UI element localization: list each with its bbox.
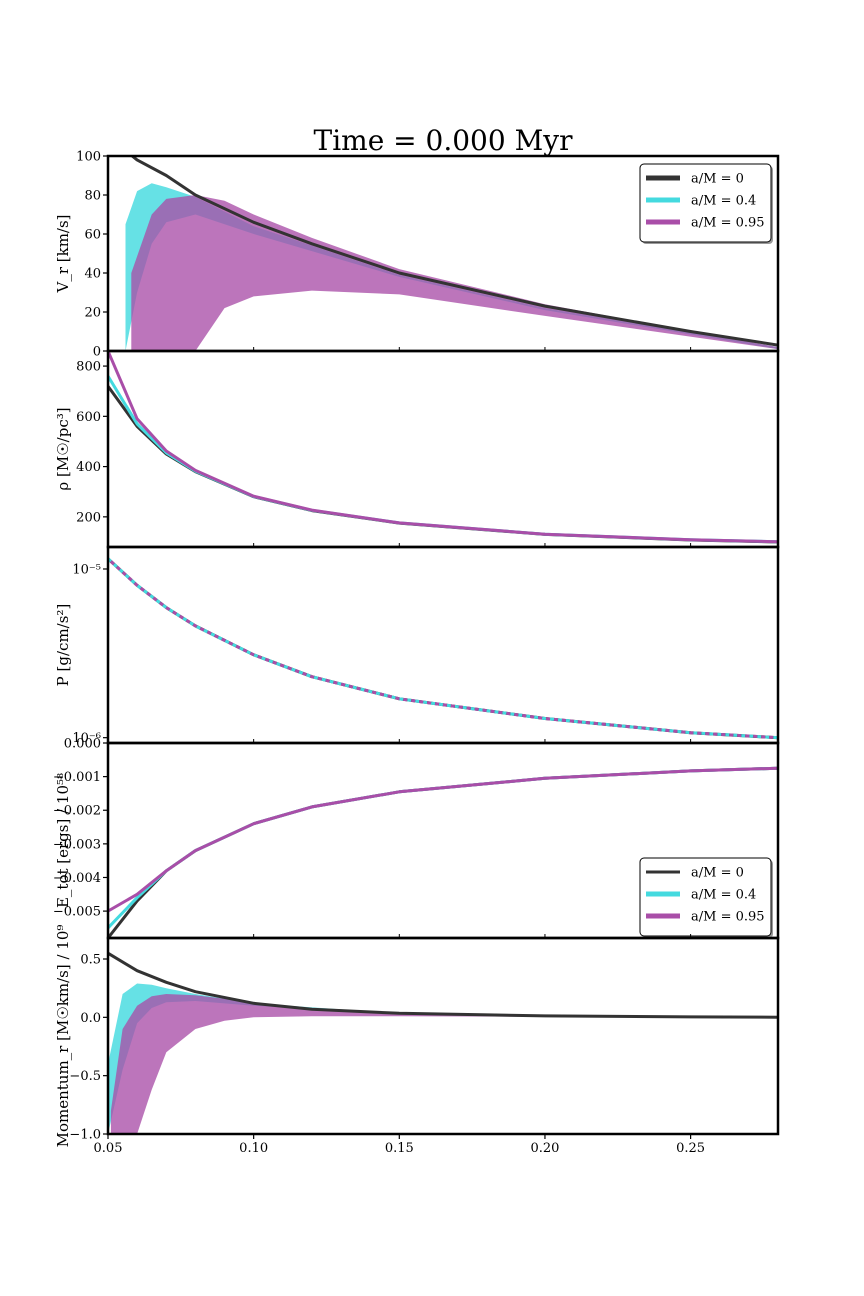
line-rho-0 <box>108 385 778 544</box>
xtick-label: 0.20 <box>530 1141 559 1156</box>
xtick-label: 0.25 <box>676 1141 705 1156</box>
y-axis-label: Momentum_r [M☉km/s] / 10⁹ <box>54 925 72 1148</box>
y-axis-label: E_tot [ergs] / 10⁵⁸ <box>54 773 72 908</box>
legend-label: a/M = 0.4 <box>691 888 756 903</box>
panel-frame <box>106 936 780 1136</box>
legend-label: a/M = 0.95 <box>691 910 765 925</box>
ytick-label: 600 <box>76 410 101 425</box>
line-momentum-0 <box>108 951 778 1019</box>
legend: a/M = 0 a/M = 0.4 a/M = 0.95 <box>639 163 773 244</box>
line-pressure-2 <box>108 557 778 740</box>
y-axis-label: ρ [M☉/pc³] <box>54 407 72 490</box>
band-momentum-2 <box>110 994 778 1134</box>
line-rho-1 <box>108 375 778 544</box>
ytick-label: 200 <box>76 510 101 525</box>
panel-frame <box>106 545 780 745</box>
line-vr-0 <box>129 156 778 347</box>
ytick-label: 0.0 <box>80 1011 101 1026</box>
panel-pressure: 10⁻⁵ 10⁻⁶ P [g/cm/s²] <box>54 545 780 746</box>
ytick-label: −0.5 <box>69 1069 101 1084</box>
ytick-label: −0.003 <box>53 837 101 852</box>
legend-label: a/M = 0.95 <box>691 216 765 231</box>
ytick-label: −0.005 <box>53 905 101 920</box>
y-axis-label: V_r [km/s] <box>54 214 72 293</box>
ytick-label: −0.004 <box>53 871 101 886</box>
ytick-label: 400 <box>76 460 101 475</box>
ytick-label: 0.5 <box>80 953 101 968</box>
ytick-label: −1.0 <box>69 1128 101 1143</box>
line-pressure-1 <box>108 557 778 740</box>
ytick-label: −0.001 <box>53 770 101 785</box>
panel-etot: 0.000 −0.001 −0.002 −0.003 −0.004 −0.005E_tot… <box>53 737 780 940</box>
ytick-label: 80 <box>84 189 101 204</box>
ytick-label: 100 <box>76 150 101 165</box>
xtick-label: 0.10 <box>239 1141 268 1156</box>
ytick-label: 10⁻⁵ <box>72 562 101 577</box>
plot-area <box>125 156 778 351</box>
legend-label: a/M = 0.4 <box>691 194 756 209</box>
line-rho-2 <box>108 351 778 544</box>
ytick-label: 10⁻⁶ <box>72 731 101 746</box>
band-vr-2 <box>131 195 778 351</box>
xtick-label: 0.15 <box>385 1141 414 1156</box>
panel-frame <box>106 349 780 549</box>
legend-label: a/M = 0 <box>691 866 744 881</box>
plot-area <box>108 951 778 1134</box>
plot-area <box>108 351 778 544</box>
figure-title: Time = 0.000 Myr <box>314 124 574 157</box>
plot-area <box>108 766 778 938</box>
ytick-label: 20 <box>84 306 101 321</box>
ytick-label: 800 <box>76 360 101 375</box>
line-etot-2 <box>108 766 778 913</box>
ytick-label: 0.000 <box>64 737 101 752</box>
ytick-label: 60 <box>84 228 101 243</box>
plot-area <box>108 557 778 740</box>
ytick-label: 40 <box>84 267 101 282</box>
panel-rho: 200 400 600 800 ρ [M☉/pc³] <box>54 349 780 549</box>
line-pressure-0 <box>108 557 778 740</box>
legend: a/M = 0 a/M = 0.4 a/M = 0.95 <box>639 857 773 938</box>
legend-label: a/M = 0 <box>691 172 744 187</box>
y-axis-label: P [g/cm/s²] <box>54 604 72 687</box>
ytick-label: −0.002 <box>53 804 101 819</box>
xtick-label: 0.05 <box>94 1141 123 1156</box>
ytick-label: 0 <box>93 345 101 360</box>
